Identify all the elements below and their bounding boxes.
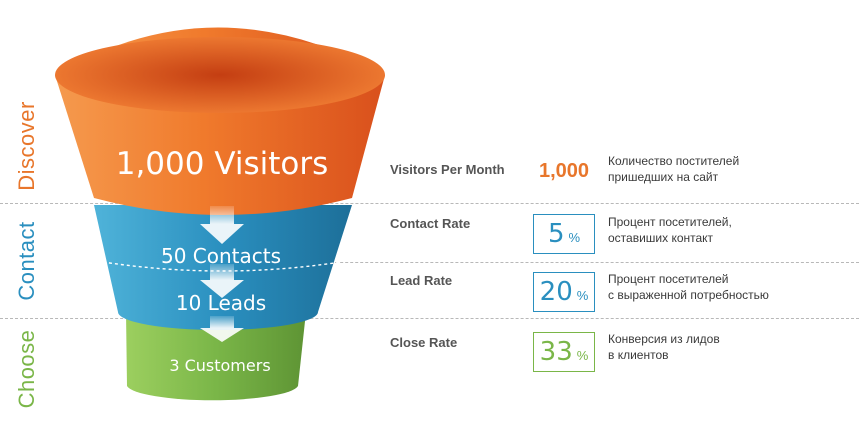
desc-line: пришедших на сайт [608, 170, 719, 184]
metric-value-lead-rate: 20 [539, 277, 573, 307]
metric-label-close-rate: Close Rate [390, 335, 458, 350]
arrow-icon [200, 264, 244, 298]
funnel-graphic [55, 27, 385, 401]
metric-label-contact-rate: Contact Rate [390, 216, 471, 231]
metric-desc-close-rate: Конверсия из лидов в клиентов [608, 331, 808, 363]
funnel-label-visitors: 1,000 Visitors [115, 146, 329, 182]
metric-label-lead-rate: Lead Rate [390, 273, 453, 288]
divider-contact-choose [0, 318, 859, 319]
desc-line: Процент посетителей [608, 272, 729, 286]
percent-sign: % [576, 347, 589, 363]
metric-desc-visitors-per-month: Количество постителей пришедших на сайт [608, 153, 808, 185]
desc-line: в клиентов [608, 348, 669, 362]
percent-sign: % [576, 287, 589, 303]
metric-value-visitors-per-month: 1,000 [538, 160, 590, 182]
funnel-segment-visitors [55, 27, 385, 215]
desc-line: с выраженной потребностью [608, 288, 769, 302]
metric-desc-contact-rate: Процент посетителей, оставиших контакт [608, 214, 808, 246]
funnel-label-leads: 10 Leads [175, 291, 267, 315]
metric-box-contact-rate: 5 % [533, 214, 595, 254]
funnel-label-contacts: 50 Contacts [160, 244, 282, 268]
arrow-icon [200, 206, 244, 244]
metric-desc-lead-rate: Процент посетителей с выраженной потребн… [608, 271, 808, 303]
desc-line: Количество постителей [608, 154, 740, 168]
desc-line: оставиших контакт [608, 231, 714, 245]
metric-label-visitors-per-month: Visitors Per Month [390, 162, 505, 177]
percent-sign: % [568, 229, 581, 245]
desc-line: Конверсия из лидов [608, 332, 720, 346]
desc-line: Процент посетителей, [608, 215, 732, 229]
arrow-icon [200, 316, 244, 342]
metric-box-lead-rate: 20 % [533, 272, 595, 312]
metric-box-close-rate: 33 % [533, 332, 595, 372]
divider-contact-lead [230, 262, 859, 263]
metric-value-close-rate: 33 [539, 337, 573, 367]
funnel-label-customers: 3 Customers [169, 356, 271, 375]
divider-discover-contact [0, 203, 859, 204]
metric-value-contact-rate: 5 [547, 219, 565, 249]
